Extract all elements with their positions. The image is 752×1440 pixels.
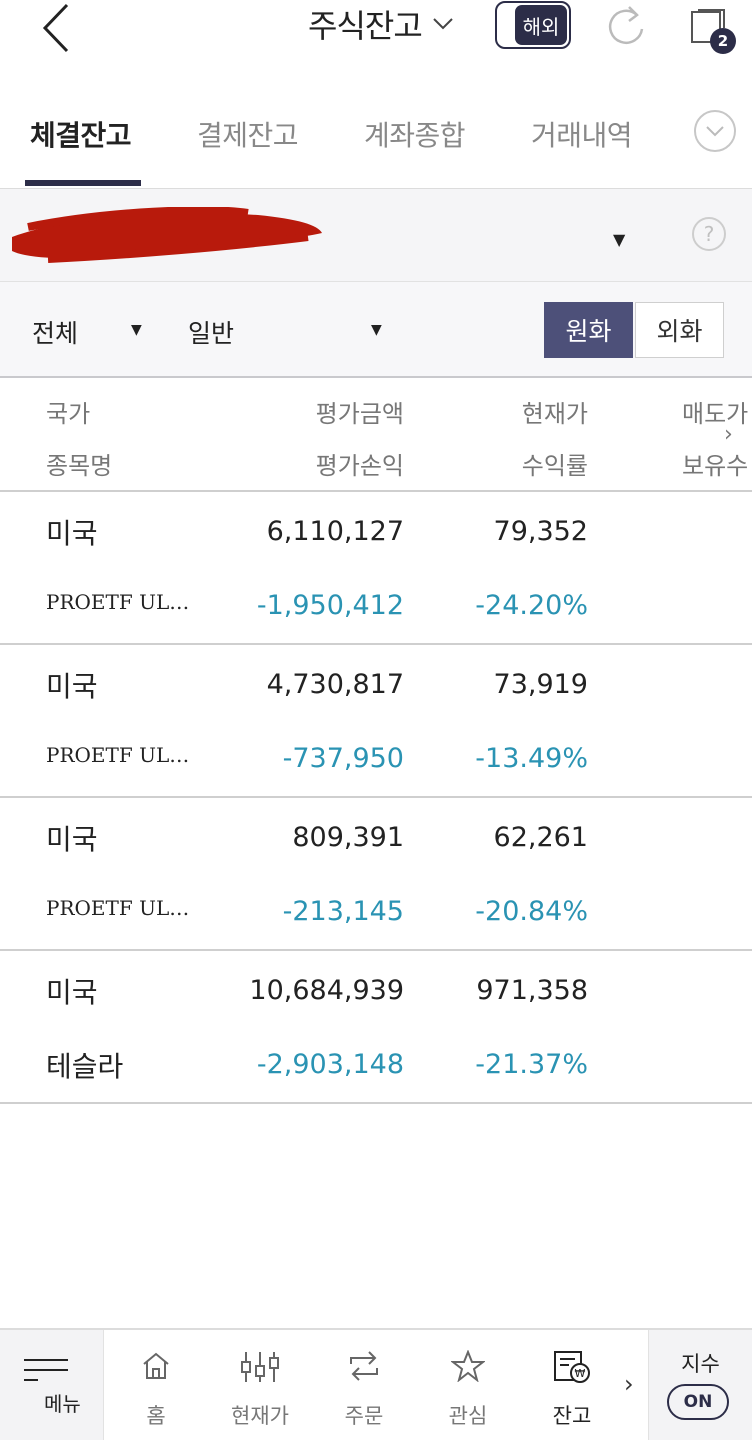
row-price: 79,352 (493, 516, 588, 547)
row-price: 73,919 (493, 669, 588, 700)
caret-down-icon[interactable]: ▼ (371, 322, 382, 338)
market-filter[interactable]: 전체 (32, 319, 79, 348)
row-country: 미국 (46, 823, 98, 856)
tab-settlement-balance[interactable]: 결제잔고 (197, 119, 299, 152)
nav-home-label: 홈 (146, 1404, 166, 1428)
type-filter[interactable]: 일반 (188, 319, 235, 348)
row-return-rate: -24.20% (475, 590, 588, 621)
window-switch-button[interactable]: 2 (688, 4, 738, 54)
bottom-navigation: 메뉴 홈 현재가 주문 관심 ₩ 잔고 › 지수 (0, 1328, 752, 1440)
balance-won-icon: ₩ (554, 1351, 590, 1383)
index-on-toggle[interactable]: ON (667, 1384, 729, 1420)
menu-label: 메뉴 (44, 1392, 81, 1416)
nav-home[interactable]: 홈 (104, 1330, 208, 1440)
tab-executed-balance[interactable]: 체결잔고 (30, 119, 132, 152)
row-price: 62,261 (493, 822, 588, 853)
header-eval-amount: 평가금액 (315, 400, 404, 428)
row-eval-amount: 6,110,127 (266, 516, 404, 547)
swap-icon (350, 1351, 378, 1381)
row-eval-amount: 809,391 (292, 822, 404, 853)
star-icon (451, 1350, 485, 1382)
row-return-rate: -21.37% (475, 1049, 588, 1080)
back-button[interactable] (32, 2, 80, 54)
home-icon (143, 1352, 169, 1379)
nav-next-chevron-icon[interactable]: › (624, 1370, 634, 1398)
row-name: PROETF UL… (46, 590, 190, 614)
index-panel[interactable]: 지수 ON (648, 1330, 752, 1440)
row-price: 971,358 (476, 975, 588, 1006)
row-name: 테슬라 (46, 1050, 124, 1083)
tab-account-summary[interactable]: 계좌종합 (364, 119, 466, 152)
table-row[interactable]: 미국 PROETF UL… 809,391 -213,145 62,261 -2… (0, 798, 752, 951)
chevron-left-icon (42, 3, 69, 53)
tab-more-button[interactable] (694, 110, 736, 152)
windows-icon (691, 9, 725, 43)
header-eval-pl: 평가손익 (315, 452, 404, 480)
nav-quote-label: 현재가 (231, 1404, 289, 1428)
candlestick-icon (241, 1352, 279, 1382)
row-eval-pl: -213,145 (282, 896, 404, 927)
app-header: 주식잔고 해외 2 (0, 0, 752, 70)
row-eval-amount: 10,684,939 (249, 975, 404, 1006)
active-tab-indicator (25, 180, 141, 186)
chevron-down-icon (433, 18, 453, 30)
row-country: 미국 (46, 517, 98, 550)
header-sell-available: 매도가 (682, 400, 749, 428)
index-label: 지수 (681, 1352, 720, 1376)
header-holding: 보유수 (682, 452, 749, 480)
row-country: 미국 (46, 976, 98, 1009)
nav-watchlist-label: 관심 (448, 1404, 488, 1428)
menu-button[interactable]: 메뉴 (0, 1330, 104, 1440)
tab-bar: 체결잔고 결제잔고 계좌종합 거래내역 (0, 100, 752, 188)
nav-watchlist[interactable]: 관심 (416, 1330, 520, 1440)
hamburger-icon (24, 1359, 68, 1381)
table-row[interactable]: 미국 PROETF UL… 6,110,127 -1,950,412 79,35… (0, 492, 752, 645)
nav-quote[interactable]: 현재가 (208, 1330, 312, 1440)
overseas-toggle[interactable]: 해외 (495, 1, 571, 49)
row-return-rate: -13.49% (475, 743, 588, 774)
table-row[interactable]: 미국 PROETF UL… 4,730,817 -737,950 73,919 … (0, 645, 752, 798)
header-country: 국가 (46, 400, 91, 428)
window-count-badge: 2 (710, 28, 736, 54)
refresh-icon (608, 6, 644, 45)
row-eval-pl: -2,903,148 (256, 1049, 404, 1080)
tab-transaction-history[interactable]: 거래내역 (531, 119, 633, 152)
nav-balance[interactable]: ₩ 잔고 (520, 1330, 624, 1440)
svg-text:₩: ₩ (575, 1367, 586, 1380)
won-currency-button[interactable]: 원화 (544, 302, 633, 358)
header-return-rate: 수익률 (521, 452, 588, 480)
nav-balance-label: 잔고 (552, 1404, 592, 1428)
title-dropdown[interactable]: 주식잔고 (308, 4, 454, 45)
header-name: 종목명 (46, 452, 113, 480)
nav-order[interactable]: 주문 (312, 1330, 416, 1440)
foreign-currency-button[interactable]: 외화 (635, 302, 724, 358)
row-eval-pl: -737,950 (282, 743, 404, 774)
caret-down-icon[interactable]: ▼ (131, 322, 142, 338)
overseas-toggle-label: 해외 (515, 5, 567, 45)
row-name: PROETF UL… (46, 896, 190, 920)
account-dropdown-caret[interactable]: ▼ (613, 230, 626, 249)
row-return-rate: -20.84% (475, 896, 588, 927)
nav-order-label: 주문 (344, 1404, 384, 1428)
row-country: 미국 (46, 670, 98, 703)
table-header: 국가 종목명 평가금액 평가손익 현재가 수익률 매도가 보유수 › (0, 378, 752, 492)
filter-bar: 전체 ▼ 일반 ▼ 원화 외화 (0, 282, 752, 378)
chevron-down-icon (706, 126, 724, 137)
row-eval-amount: 4,730,817 (266, 669, 404, 700)
help-icon[interactable]: ? (692, 217, 726, 251)
account-selector[interactable]: 6 ▼ ? (0, 188, 752, 282)
page-title: 주식잔고 (308, 7, 423, 45)
refresh-button[interactable] (604, 2, 650, 48)
header-price: 현재가 (521, 400, 588, 428)
chevron-right-icon[interactable]: › (724, 422, 733, 447)
redaction-mark (12, 207, 322, 263)
row-eval-pl: -1,950,412 (256, 590, 404, 621)
table-row[interactable]: 미국 테슬라 10,684,939 -2,903,148 971,358 -21… (0, 951, 752, 1104)
row-name: PROETF UL… (46, 743, 190, 767)
